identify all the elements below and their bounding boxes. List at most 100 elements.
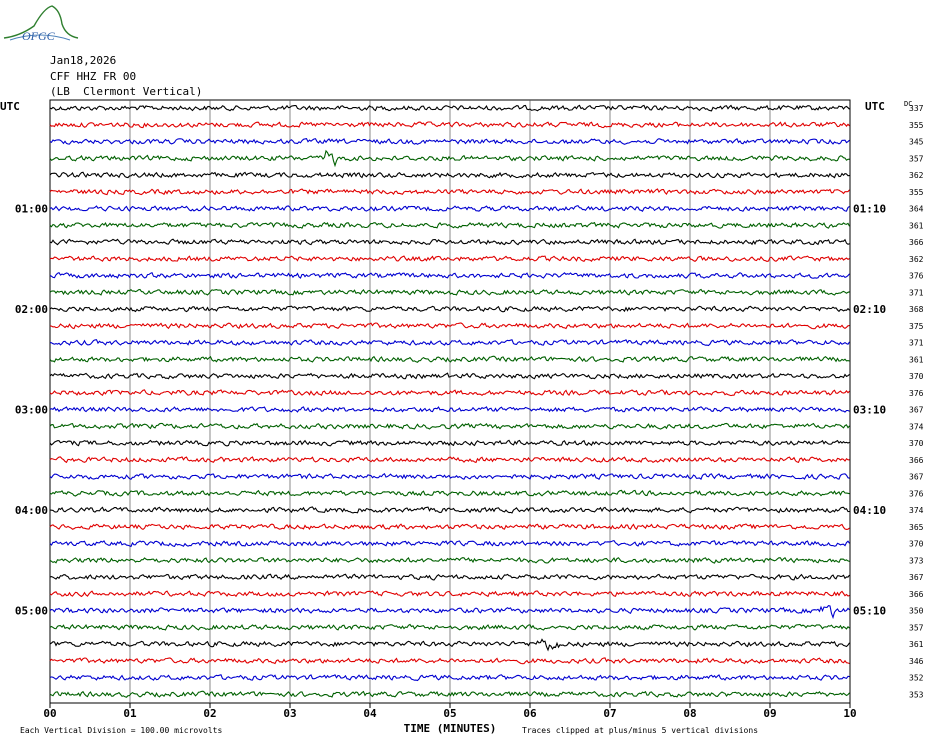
site-label: (LB Clermont Vertical) [50, 85, 203, 98]
left-hour-label: 03:00 [15, 404, 48, 417]
dc-offset-label: 352 [909, 674, 924, 683]
trace-line [49, 623, 850, 631]
trace-line [49, 473, 850, 480]
left-hour-label: 04:00 [15, 504, 48, 517]
station-label: CFF HHZ FR 00 [50, 70, 137, 83]
dc-offset-label: 376 [909, 489, 924, 498]
dc-offset-label: 365 [909, 523, 924, 532]
trace-line [49, 489, 850, 497]
dc-offset-label: 374 [909, 422, 924, 431]
dc-offset-label: 367 [909, 406, 924, 415]
dc-offset-label: 355 [909, 188, 924, 197]
trace-line [49, 657, 850, 665]
logo-text: OFGC [22, 29, 56, 43]
trace-line [49, 149, 850, 168]
trace-line [49, 573, 850, 581]
x-tick-label: 04 [363, 707, 377, 720]
dc-offset-label: 361 [909, 355, 924, 364]
dc-label: DC [904, 100, 912, 108]
x-tick-label: 09 [763, 707, 776, 720]
trace-line [49, 355, 850, 363]
trace-line [49, 690, 850, 698]
dc-offset-label: 370 [909, 439, 924, 448]
dc-offset-label: 366 [909, 456, 924, 465]
trace-line [49, 137, 850, 145]
trace-line [49, 523, 850, 531]
trace-line [49, 339, 850, 347]
right-hour-label: 02:10 [853, 303, 886, 316]
ofgc-logo: OFGC [3, 5, 79, 43]
dc-offset-label: 370 [909, 540, 924, 549]
left-hour-label: 05:00 [15, 605, 48, 618]
right-hour-label: 04:10 [853, 504, 886, 517]
x-tick-label: 01 [123, 707, 137, 720]
dc-offset-label: 337 [909, 104, 924, 113]
dc-offset-label: 357 [909, 623, 924, 632]
x-tick-label: 10 [843, 707, 856, 720]
x-tick-label: 05 [443, 707, 456, 720]
trace-line [49, 255, 850, 262]
dc-offset-label: 362 [909, 171, 924, 180]
right-hour-label: 03:10 [853, 404, 886, 417]
right-hour-label: 05:10 [853, 605, 886, 618]
trace-line [49, 539, 850, 548]
trace-line [49, 638, 850, 652]
left-hour-label: 01:00 [15, 203, 48, 216]
trace-line [49, 506, 850, 514]
dc-offset-label: 371 [909, 339, 924, 348]
dc-offset-label: 364 [909, 205, 924, 214]
trace-line [49, 604, 850, 620]
dc-offset-label: 357 [909, 154, 924, 163]
right-hour-label: 01:10 [853, 203, 886, 216]
trace-line [49, 221, 850, 229]
trace-line [49, 305, 850, 313]
utc-left-label: UTC [0, 100, 20, 113]
dc-offset-label: 376 [909, 389, 924, 398]
trace-line [49, 288, 850, 296]
trace-line [49, 439, 850, 447]
trace-line [49, 121, 850, 129]
x-tick-label: 00 [43, 707, 56, 720]
dc-offset-label: 361 [909, 221, 924, 230]
trace-line [49, 104, 850, 112]
dc-offset-label: 346 [909, 657, 924, 666]
dc-offset-label: 370 [909, 372, 924, 381]
footer-scale-text: Each Vertical Division = 100.00 microvol… [20, 726, 222, 735]
dc-offset-label: 355 [909, 121, 924, 130]
dc-offset-label: 366 [909, 590, 924, 599]
trace-line [49, 674, 850, 682]
dc-offset-label: 362 [909, 255, 924, 264]
x-axis-label: TIME (MINUTES) [404, 722, 497, 735]
dc-offset-label: 366 [909, 238, 924, 247]
dc-offset-label: 374 [909, 506, 924, 515]
trace-line [49, 171, 850, 179]
trace-line [49, 205, 850, 212]
dc-offset-label: 375 [909, 322, 924, 331]
x-tick-label: 06 [523, 707, 537, 720]
dc-offset-label: 367 [909, 473, 924, 482]
trace-line [49, 406, 850, 413]
dc-offset-label: 376 [909, 272, 924, 281]
trace-line [49, 372, 850, 380]
dc-offset-label: 350 [909, 607, 924, 616]
dc-offset-label: 371 [909, 288, 924, 297]
dc-offset-label: 373 [909, 556, 924, 565]
trace-line [49, 322, 850, 330]
trace-line [49, 556, 850, 564]
footer-clip-text: Traces clipped at plus/minus 5 vertical … [522, 726, 758, 735]
trace-line [49, 389, 850, 397]
date-label: Jan18,2026 [50, 54, 117, 67]
dc-offset-label: 345 [909, 138, 924, 147]
left-hour-label: 02:00 [15, 303, 48, 316]
x-tick-label: 08 [683, 707, 696, 720]
trace-line [49, 238, 850, 246]
trace-line [49, 590, 850, 598]
dc-offset-label: 367 [909, 573, 924, 582]
trace-line [49, 456, 850, 464]
x-tick-label: 07 [603, 707, 616, 720]
trace-line [49, 422, 850, 430]
dc-offset-label: 353 [909, 690, 924, 699]
trace-line [49, 188, 850, 196]
x-tick-label: 03 [283, 707, 296, 720]
